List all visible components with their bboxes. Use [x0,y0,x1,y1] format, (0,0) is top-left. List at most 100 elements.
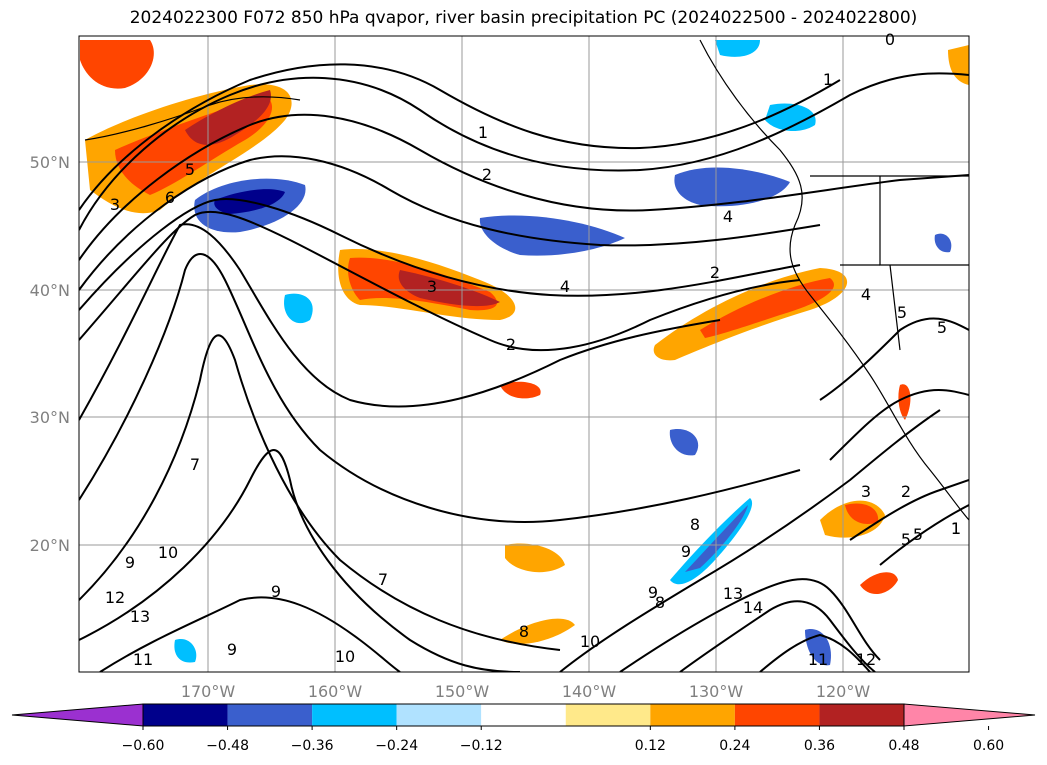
colorbar-segment [650,704,735,726]
contour-label: 1 [951,519,961,538]
contour-label: 10 [335,647,355,666]
contour-label: 4 [861,285,871,304]
contour-label: 9 [648,583,658,602]
contour-label: 2 [901,482,911,501]
lat-label: 50°N [30,153,70,172]
fill-negative-ne [674,167,790,207]
contour-label: 1 [478,123,488,142]
contour-label: 13 [130,607,150,626]
contour-label: 9 [271,582,281,601]
contour-label: 5 [185,160,195,179]
fill-positive-top-left [80,40,154,89]
contour-label: 11 [808,650,828,669]
colorbar-tick-label: 0.60 [973,738,1004,754]
fill-positive-small-3 [500,618,575,645]
lon-label: 170°W [181,682,236,701]
colorbar-tick-label: −0.60 [122,738,165,754]
fill-negative-small-5 [934,233,952,253]
lat-label: 40°N [30,281,70,300]
contour-label: 11 [133,650,153,669]
coastline [84,39,969,521]
lon-label: 140°W [562,682,617,701]
lon-label: 160°W [308,682,363,701]
contour-label: 2 [506,335,516,354]
contour-label: 8 [519,622,529,641]
fill-positive-se-inner [845,503,879,525]
contour-labels: 0112344225635541791012131197910889981013… [105,30,961,669]
colorbar [11,703,1036,727]
fill-negative-ne-2 [765,103,816,132]
contour-label: 2 [710,263,720,282]
contour-label: 1 [951,519,961,538]
colorbar-segment [396,704,482,726]
fill-negative-top [715,40,760,57]
colorbar-segment [481,704,566,726]
colorbar-tick-label: −0.24 [375,738,418,754]
contour-label: 5 [901,530,911,549]
contour-label: 2 [482,165,492,184]
contour-label: 8 [690,515,700,534]
fill-positive-nw-core [185,90,271,145]
lon-label: 130°W [689,682,744,701]
latitude-labels: 50°N 40°N 30°N 20°N [30,153,70,555]
contour-label: 10 [158,543,178,562]
colorbar-tick-label: 0.24 [719,738,750,754]
contour-label: 6 [165,188,175,207]
colorbar-segment [227,704,313,726]
colorbar-extend-high [903,703,1036,727]
contour-label: 3 [110,195,120,214]
contour-label: 1 [823,70,833,89]
colorbar-border [142,703,905,727]
contour-label: 5 [897,303,907,322]
fill-positive-central-core [398,270,500,307]
colorbar-tick-labels: −0.60 −0.48 −0.36 −0.24 −0.12 0.12 0.24 0.36 0.4… [122,726,1004,754]
contour-label: 13 [723,584,743,603]
colorbar-tick-label: 0.36 [804,738,835,754]
contour-label: 5 [937,318,947,337]
contour-label: 12 [856,650,876,669]
fill-positive-se-2 [860,572,898,595]
contour-label: 7 [190,455,200,474]
fill-negative-small-1 [669,429,699,456]
colorbar-tick-label: 0.12 [635,738,666,754]
colorbar-extend-low [11,703,144,727]
contour-label: 3 [427,277,437,296]
lat-label: 20°N [30,536,70,555]
fill-positive-small-1 [500,381,541,399]
fill-negative-small-3 [284,293,313,324]
lon-label: 120°W [816,682,871,701]
qvapor-contours [79,63,969,672]
contour-label: 8 [655,593,665,612]
map-title: 2024022300 F072 850 hPa qvapor, river ba… [129,8,918,28]
fill-positive-small-2 [505,543,565,573]
contour-label: 0 [885,30,895,49]
colorbar-segment [734,704,820,726]
colorbar-segment [819,704,904,726]
contour-label: 9 [125,553,135,572]
contour-label: 5 [913,525,923,544]
contour-label: 9 [227,640,237,659]
contour-label: 10 [580,632,600,651]
colorbar-segment [312,704,397,726]
contour-label: 14 [743,598,763,617]
contour-label: 3 [861,482,871,501]
map-border [78,35,970,673]
fill-positive-east-inner [700,278,834,338]
longitude-labels: 170°W 160°W 150°W 140°W 130°W 120°W [181,682,871,701]
colorbar-tick-label: −0.12 [460,738,503,754]
contour-label: 12 [105,588,125,607]
contour-label: 7 [378,570,388,589]
colorbar-tick-label: 0.48 [888,738,919,754]
lon-label: 150°W [435,682,490,701]
colorbar-segment [143,704,228,726]
fill-negative-diagonal [670,498,753,585]
fill-positive-coast [898,384,911,420]
contour-label: 4 [723,207,733,226]
lat-label: 30°N [30,408,70,427]
contour-label: 9 [681,542,691,561]
colorbar-segment [565,704,651,726]
contour-label: 4 [560,277,570,296]
colorbar-tick-label: −0.36 [291,738,334,754]
fill-negative-small-4 [174,639,197,663]
